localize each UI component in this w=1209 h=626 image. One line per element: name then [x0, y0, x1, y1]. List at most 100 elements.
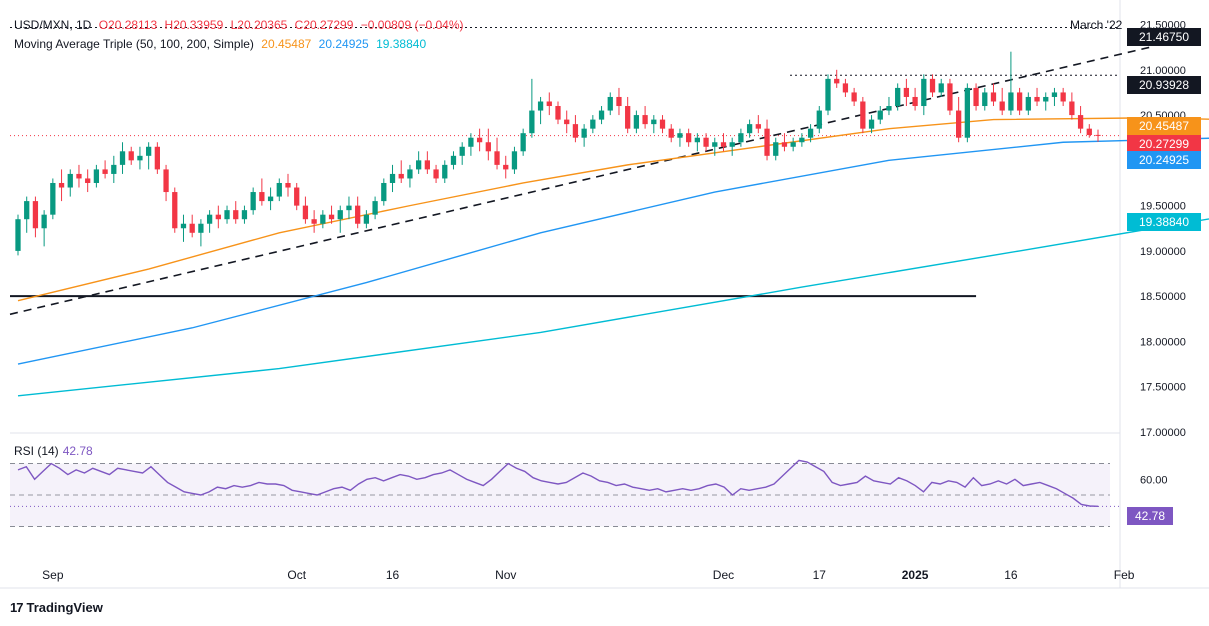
candle-body	[712, 142, 718, 147]
candle-body	[398, 173, 404, 179]
price-axis-tick: 17.00000	[1140, 427, 1186, 439]
candle-body	[267, 196, 274, 202]
candle-body	[85, 178, 91, 183]
candle-body	[1016, 92, 1023, 111]
candle-body	[198, 223, 204, 233]
candle-body	[328, 214, 335, 220]
candle-body	[1043, 96, 1049, 102]
candle-body	[929, 78, 936, 93]
price-tag-close: 20.27299	[1127, 135, 1201, 153]
candle-body	[790, 142, 796, 147]
candle-body	[729, 142, 735, 147]
ma-label: Moving Average Triple (50, 100, 200, Sim…	[14, 37, 254, 51]
candle-body	[520, 133, 526, 152]
candle-body	[590, 119, 596, 129]
candle-body	[1077, 115, 1084, 129]
candle-body	[851, 92, 857, 102]
tradingview-logo-icon: 17	[10, 600, 24, 615]
candle-body	[485, 142, 491, 152]
candle-body	[241, 210, 248, 220]
candle-body	[1060, 92, 1066, 102]
march-22-label: March '22	[1070, 18, 1123, 32]
candle-body	[834, 78, 840, 84]
candle-body	[259, 192, 265, 202]
candle-body	[912, 96, 918, 107]
rsi-line	[17, 459, 1099, 508]
time-axis-tick: Oct	[287, 568, 306, 582]
candle-body	[163, 169, 169, 193]
close-value: C20.27299	[294, 18, 354, 32]
symbol-ohlc-line: USD/MXN, 1D O20.28113 H20.33959 L20.2036…	[14, 18, 467, 32]
ma-indicator-line[interactable]: Moving Average Triple (50, 100, 200, Sim…	[14, 37, 430, 51]
candle-body	[355, 205, 361, 224]
candle-body	[58, 182, 65, 188]
candle-body	[172, 192, 178, 229]
candle-body	[738, 133, 744, 143]
candle-body	[999, 101, 1005, 111]
candle-body	[32, 201, 39, 229]
candle-body	[363, 214, 370, 224]
price-tag-ma200: 19.38840	[1127, 213, 1201, 231]
candle-body	[694, 137, 700, 143]
rsi-label: RSI (14)	[14, 444, 59, 458]
candle-body	[555, 106, 561, 120]
change-value: −0.00809 (−0.04%)	[360, 18, 464, 32]
price-axis-tick: 19.00000	[1140, 246, 1186, 258]
ascending-trendline	[9, 46, 1151, 316]
candle-body	[546, 101, 552, 107]
candle-body	[468, 137, 474, 147]
candle-body	[67, 173, 73, 188]
time-axis-tick: 16	[386, 568, 400, 582]
candle-body	[15, 219, 21, 251]
candle-body	[903, 87, 910, 97]
candle-body	[111, 164, 117, 174]
candle-body	[616, 96, 622, 107]
time-axis-tick: Feb	[1114, 568, 1135, 582]
candle-body	[146, 146, 152, 156]
candle-body	[511, 151, 518, 170]
time-axis-tick: Dec	[713, 568, 734, 582]
candle-body	[598, 110, 605, 120]
candle-body	[119, 151, 126, 165]
candle-body	[24, 201, 30, 220]
candle-body	[154, 146, 160, 170]
candle-body	[450, 155, 457, 165]
low-value: L20.20365	[230, 18, 288, 32]
ma100-value: 20.24925	[318, 37, 369, 51]
candle-body	[964, 87, 970, 138]
candle-body	[102, 169, 108, 174]
candle-body	[773, 142, 779, 156]
candle-body	[886, 106, 892, 111]
candle-body	[215, 214, 221, 220]
candle-body	[860, 101, 866, 129]
candle-body	[128, 151, 134, 161]
candle-body	[1051, 92, 1058, 97]
candle-body	[189, 223, 195, 233]
candle-body	[137, 155, 143, 161]
candle-body	[76, 173, 82, 179]
price-tag-20-9393: 20.93928	[1127, 76, 1201, 94]
candle-body	[1095, 134, 1101, 136]
tradingview-logo[interactable]: 17 TradingView	[10, 600, 103, 615]
rsi-axis-tick: 60.00	[1140, 474, 1168, 486]
candle-body	[990, 92, 997, 102]
candle-body	[206, 214, 213, 224]
candle-body	[651, 119, 657, 125]
price-tag-ma50: 20.45487	[1127, 117, 1201, 135]
candle-body	[346, 205, 352, 211]
candle-body	[180, 223, 187, 229]
symbol-label[interactable]: USD/MXN, 1D	[14, 18, 92, 32]
price-axis-tick: 17.50000	[1140, 382, 1186, 394]
candle-body	[529, 110, 535, 134]
candle-body	[642, 115, 648, 125]
candle-body	[607, 96, 613, 111]
rsi-indicator-label[interactable]: RSI (14) 42.78	[14, 444, 93, 458]
candle-body	[764, 128, 770, 156]
candle-body	[311, 219, 317, 224]
candle-body	[703, 137, 709, 147]
candle-body	[659, 119, 666, 129]
candle-body	[668, 128, 674, 138]
candle-body	[276, 182, 282, 197]
open-value: O20.28113	[98, 18, 158, 32]
